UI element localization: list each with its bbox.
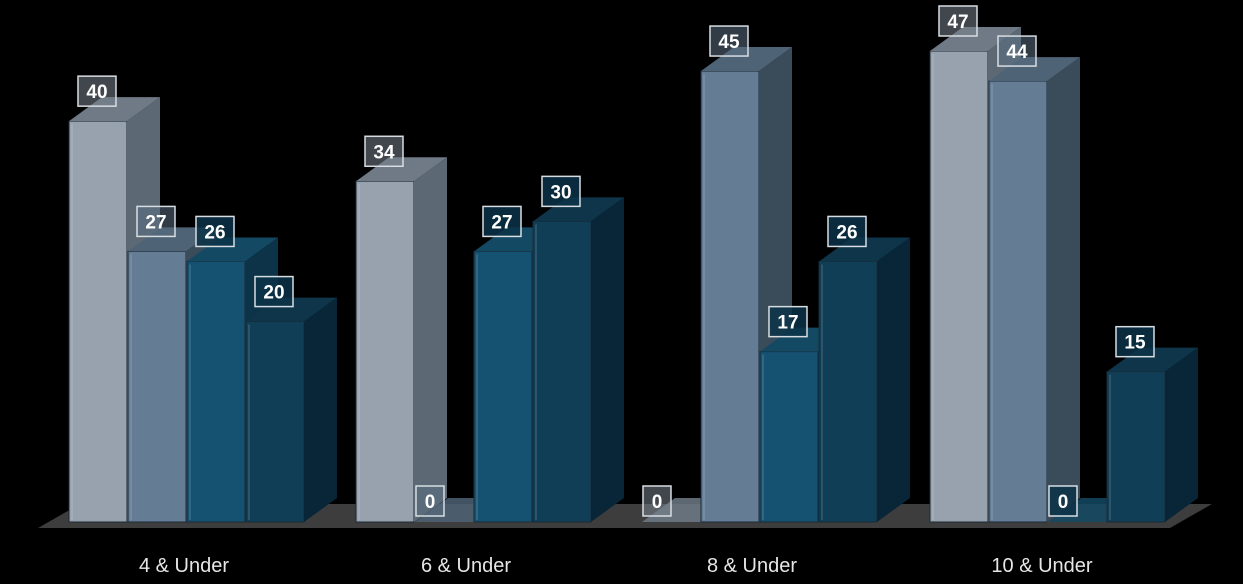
data-label-text: 0 — [1058, 492, 1069, 513]
data-label: 30 — [541, 175, 581, 208]
bar-top — [701, 47, 792, 72]
bar — [988, 57, 1080, 523]
bar-front — [473, 250, 533, 523]
data-label-box — [938, 5, 978, 37]
bar-top — [1107, 347, 1198, 372]
data-label-box — [768, 305, 808, 338]
bar-top — [187, 237, 278, 262]
bar-side — [1047, 57, 1080, 522]
data-label: 40 — [77, 75, 117, 107]
bar-top — [533, 197, 624, 222]
bar — [532, 197, 624, 523]
data-label: 27 — [136, 205, 176, 238]
data-label: 26 — [827, 215, 867, 248]
bar-top — [356, 157, 447, 182]
bar-top — [930, 27, 1021, 51]
data-label-box — [1048, 485, 1078, 517]
data-label-text: 26 — [204, 222, 225, 243]
bar-front — [929, 50, 989, 523]
bar-side — [304, 297, 337, 522]
data-label: 34 — [364, 135, 404, 168]
bar-front — [700, 70, 760, 523]
data-label-text: 40 — [86, 82, 107, 103]
data-label-box — [1115, 325, 1155, 358]
data-label: 20 — [254, 275, 294, 308]
bar — [818, 237, 910, 523]
data-label: 0 — [642, 485, 672, 517]
category-label: 6 & Under — [421, 555, 511, 577]
data-label-box — [541, 175, 581, 208]
category-label: 8 & Under — [707, 555, 797, 577]
data-label: 45 — [709, 25, 749, 57]
bar-front — [1106, 371, 1166, 523]
data-label-text: 30 — [550, 182, 571, 203]
data-label: 17 — [768, 305, 808, 338]
data-label-text: 45 — [718, 32, 740, 53]
data-label-box — [77, 75, 117, 107]
data-label-text: 17 — [777, 313, 798, 334]
bar-side — [414, 157, 447, 522]
bar — [1106, 347, 1198, 523]
bar-side — [877, 237, 910, 522]
chart-floor — [38, 504, 1212, 528]
data-label: 26 — [195, 215, 235, 248]
data-label-box — [254, 275, 294, 308]
bar-side — [591, 197, 624, 523]
bar-front — [355, 180, 415, 523]
bar-top — [819, 237, 910, 262]
data-label-box — [642, 485, 672, 517]
bar — [245, 297, 337, 523]
data-label-text: 47 — [947, 12, 968, 33]
bar-front — [68, 120, 128, 523]
data-label-text: 27 — [145, 212, 166, 233]
data-label-box — [415, 485, 445, 517]
data-label-text: 0 — [425, 492, 436, 513]
bar-front — [245, 321, 305, 523]
data-label-box — [997, 35, 1037, 67]
category-label: 10 & Under — [991, 555, 1093, 577]
data-label: 0 — [1048, 485, 1078, 517]
data-label: 47 — [938, 5, 978, 37]
bar-front — [988, 80, 1048, 523]
category-label: 4 & Under — [139, 555, 229, 577]
bar-top — [246, 297, 337, 322]
data-label-box — [136, 205, 176, 238]
data-label: 27 — [482, 205, 522, 238]
data-label-text: 44 — [1006, 42, 1028, 63]
data-label: 0 — [415, 485, 445, 517]
data-label-text: 0 — [652, 492, 663, 513]
bar-front — [818, 260, 878, 523]
data-label-box — [827, 215, 867, 248]
data-label-text: 27 — [491, 212, 512, 233]
data-label-box — [364, 135, 404, 168]
data-label-text: 34 — [373, 142, 395, 163]
data-label-text: 15 — [1124, 333, 1146, 354]
data-label-text: 20 — [263, 283, 284, 304]
data-label-text: 26 — [836, 222, 857, 243]
data-label: 15 — [1115, 325, 1155, 358]
bar-top — [989, 57, 1080, 82]
bar-side — [1165, 347, 1198, 522]
bar-front — [186, 260, 246, 523]
data-label-box — [709, 25, 749, 57]
bar — [355, 157, 447, 523]
data-label-box — [482, 205, 522, 238]
bar-front — [759, 351, 819, 523]
bar-top — [69, 97, 160, 122]
data-label: 44 — [997, 35, 1037, 67]
bar-front — [127, 250, 187, 523]
bar-front — [532, 220, 592, 523]
data-label-box — [195, 215, 235, 248]
